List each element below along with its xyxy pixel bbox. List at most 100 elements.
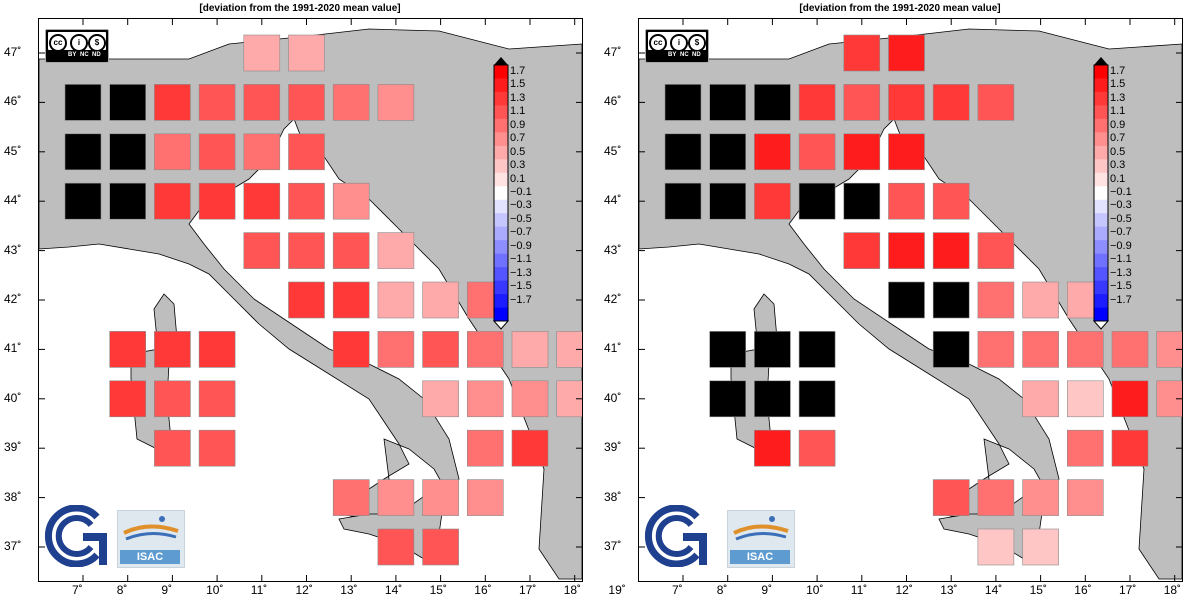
grid-cell (932, 331, 970, 368)
colorbar-segment (494, 267, 508, 281)
latitude-tick-label: 46˚ (604, 94, 622, 109)
isac-label: ISAC (730, 550, 790, 564)
colorbar-label: 0.3 (1110, 159, 1126, 172)
colorbar-segment (494, 280, 508, 295)
colorbar-segment (494, 78, 508, 93)
colorbar-segment (1094, 145, 1108, 160)
grid-cell (377, 281, 415, 319)
grid-cell (932, 182, 970, 220)
colorbar-label: −0.7 (510, 226, 532, 239)
grid-cell (466, 380, 504, 418)
grid-cell (754, 133, 791, 171)
colorbar-label: 0.3 (510, 159, 526, 172)
grid-cell (109, 182, 146, 220)
grid-cell (288, 133, 325, 171)
colorbar-segment (494, 240, 508, 254)
grid-cell (243, 232, 281, 269)
colorbar-segment (1094, 294, 1108, 308)
grid-cell (1022, 479, 1059, 516)
grid-cell (754, 331, 791, 368)
grid-cell (709, 84, 746, 121)
grid-cell (377, 331, 415, 368)
colorbar-label: 0.5 (1110, 145, 1126, 158)
nd-label: ND (92, 52, 101, 58)
nc-icon: $ (688, 34, 706, 52)
colorbar-bottom-arrow (492, 320, 510, 330)
colorbar-label: 1.7 (510, 64, 526, 77)
grid-cell (377, 232, 415, 269)
grid-cell (332, 281, 370, 319)
colorbar-label: 1.5 (510, 78, 526, 91)
longitude-tick-label: 16˚ (1074, 583, 1092, 597)
nc-icon: $ (88, 34, 106, 52)
grid-cell (288, 84, 325, 121)
colorbar-segment (1094, 226, 1108, 241)
colorbar-segment (1094, 199, 1108, 214)
colorbar-label: −0.7 (1110, 226, 1132, 239)
longitude-tick-label: 14˚ (984, 583, 1003, 597)
colorbar-segment (1094, 118, 1108, 133)
colorbar-label: −1.1 (1110, 253, 1132, 266)
grid-cell (332, 479, 370, 516)
grid-cell (798, 429, 836, 467)
grid-cell (154, 429, 191, 467)
longitude-tick-label: 12˚ (895, 583, 913, 597)
grid-cell (511, 331, 549, 368)
longitude-tick-label: 11˚ (850, 583, 868, 597)
grid-cell (64, 84, 102, 121)
latitude-tick-label: 43˚ (604, 242, 622, 257)
longitude-tick-label: 18˚ (1163, 583, 1182, 597)
nd-label: ND (692, 52, 701, 58)
isac-swoosh-icon (123, 516, 179, 541)
grid-cell (798, 380, 836, 418)
grid-cell (754, 182, 791, 220)
colorbar-segment (494, 199, 508, 214)
grid-cell (511, 380, 549, 418)
grid-cell (422, 528, 459, 566)
panel-title: [deviation from the 1991-2020 mean value… (799, 3, 1001, 14)
grid-cell (377, 84, 415, 121)
grid-cell (709, 182, 746, 220)
colorbar-label: −0.5 (510, 212, 532, 225)
grid-cell (288, 182, 325, 220)
grid-cell (977, 528, 1015, 566)
isac-swoosh-icon (733, 516, 789, 541)
by-label: BY (68, 52, 77, 58)
grid-cell (154, 331, 191, 368)
cc-icon: cc (49, 34, 67, 52)
grid-cell (243, 34, 281, 72)
grid-cell (709, 380, 746, 418)
grid-cell (332, 232, 370, 269)
grid-cell (154, 84, 191, 121)
colorbar-segment (494, 159, 508, 174)
grid-cell (1111, 429, 1149, 467)
colorbar-label: −1.3 (1110, 266, 1132, 279)
grid-cell (888, 84, 925, 121)
colorbar-segment (1094, 186, 1108, 201)
grid-cell (154, 133, 191, 171)
colorbar-label: −0.9 (1110, 239, 1132, 252)
grid-cell (422, 281, 459, 319)
colorbar-segment (1094, 172, 1108, 187)
by-icon: i (670, 34, 688, 52)
map-frame (638, 18, 1183, 582)
latitude-tick-label: 38˚ (4, 489, 22, 504)
grid-cell (888, 232, 925, 269)
grid-cell (243, 133, 281, 171)
colorbar-label: 1.7 (1110, 64, 1126, 77)
latitude-tick-label: 43˚ (4, 242, 22, 257)
grid-cell (198, 380, 236, 418)
colorbar-label: 0.9 (1110, 118, 1126, 131)
colorbar-segment (1094, 105, 1108, 120)
latitude-tick-label: 41˚ (4, 341, 22, 356)
cnr-logo (645, 505, 707, 567)
grid-cell (332, 331, 370, 368)
latitude-tick-label: 39˚ (4, 440, 22, 455)
nc-label: NC (80, 52, 89, 58)
grid-cell (511, 429, 549, 467)
grid-cell (977, 232, 1015, 269)
grid-cell (709, 133, 746, 171)
grid-cell (377, 479, 415, 516)
grid-cell (109, 380, 146, 418)
colorbar-label: 1.1 (510, 105, 526, 118)
